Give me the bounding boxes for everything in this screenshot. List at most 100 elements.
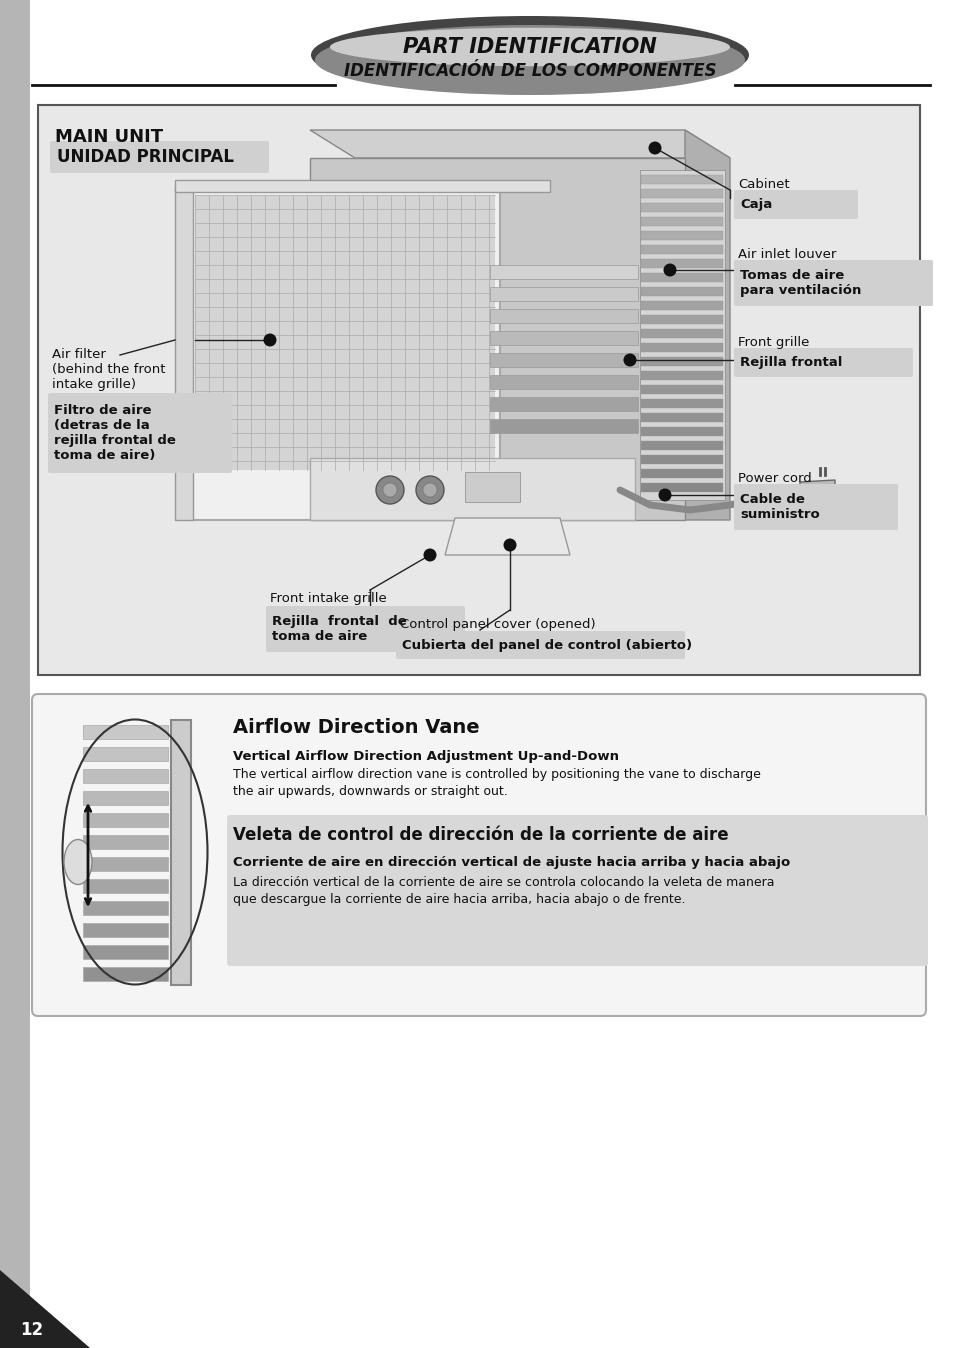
Bar xyxy=(83,791,168,805)
Text: 12: 12 xyxy=(20,1321,44,1339)
FancyBboxPatch shape xyxy=(733,190,857,218)
Text: Tomas de aire
para ventilación: Tomas de aire para ventilación xyxy=(740,270,861,297)
Bar xyxy=(640,371,722,380)
Bar xyxy=(490,266,638,279)
Ellipse shape xyxy=(64,840,91,884)
Bar xyxy=(83,768,168,783)
Bar xyxy=(171,720,191,985)
FancyBboxPatch shape xyxy=(733,348,912,377)
Bar xyxy=(174,185,193,520)
Bar xyxy=(640,217,722,226)
Bar xyxy=(640,399,722,408)
Polygon shape xyxy=(800,480,834,501)
Polygon shape xyxy=(684,129,729,520)
Bar xyxy=(640,274,722,282)
Bar xyxy=(640,469,722,479)
Text: Air filter
(behind the front
intake grille): Air filter (behind the front intake gril… xyxy=(52,348,165,391)
Text: Front grille: Front grille xyxy=(738,336,808,349)
Text: The vertical airflow direction vane is controlled by positioning the vane to dis: The vertical airflow direction vane is c… xyxy=(233,768,760,798)
Text: Air inlet louver: Air inlet louver xyxy=(738,248,836,262)
Bar xyxy=(194,195,495,470)
FancyBboxPatch shape xyxy=(48,394,232,473)
FancyBboxPatch shape xyxy=(733,484,897,530)
Bar xyxy=(640,342,722,352)
Text: Power cord: Power cord xyxy=(738,472,811,485)
Bar xyxy=(464,472,519,501)
FancyBboxPatch shape xyxy=(733,260,932,306)
Bar xyxy=(83,834,168,849)
Bar xyxy=(83,900,168,915)
Bar xyxy=(640,301,722,310)
Bar xyxy=(640,315,722,324)
Bar xyxy=(640,441,722,450)
Bar xyxy=(490,353,638,367)
Ellipse shape xyxy=(662,263,676,276)
Bar xyxy=(640,287,722,297)
Bar xyxy=(490,287,638,301)
Bar xyxy=(83,747,168,762)
Bar xyxy=(0,0,30,1348)
Bar xyxy=(38,105,919,675)
Text: Vertical Airflow Direction Adjustment Up-and-Down: Vertical Airflow Direction Adjustment Up… xyxy=(233,749,618,763)
Bar xyxy=(490,375,638,390)
Bar xyxy=(640,427,722,435)
Bar xyxy=(640,386,722,394)
Ellipse shape xyxy=(330,28,729,66)
Bar xyxy=(640,412,722,422)
FancyBboxPatch shape xyxy=(395,631,684,659)
Text: Cable de
suministro: Cable de suministro xyxy=(740,493,819,520)
Bar xyxy=(83,725,168,739)
Ellipse shape xyxy=(314,26,744,94)
Text: La dirección vertical de la corriente de aire se controla colocando la veleta de: La dirección vertical de la corriente de… xyxy=(233,876,774,906)
Ellipse shape xyxy=(416,476,443,504)
FancyBboxPatch shape xyxy=(32,694,925,1016)
Text: Caja: Caja xyxy=(740,198,771,212)
Ellipse shape xyxy=(311,16,748,94)
Polygon shape xyxy=(310,129,729,158)
FancyBboxPatch shape xyxy=(50,142,269,173)
Bar xyxy=(83,879,168,892)
Polygon shape xyxy=(0,1270,90,1348)
Text: Corriente de aire en dirección vertical de ajuste hacia arriba y hacia abajo: Corriente de aire en dirección vertical … xyxy=(233,856,789,869)
Polygon shape xyxy=(444,518,569,555)
Bar xyxy=(490,309,638,324)
Bar xyxy=(640,245,722,253)
Ellipse shape xyxy=(623,353,636,367)
Bar xyxy=(190,185,499,520)
Bar xyxy=(83,945,168,958)
Text: PART IDENTIFICATION: PART IDENTIFICATION xyxy=(402,36,657,57)
Bar xyxy=(640,456,722,464)
Text: Rejilla  frontal  de
toma de aire: Rejilla frontal de toma de aire xyxy=(272,615,406,643)
Ellipse shape xyxy=(648,142,660,155)
Bar xyxy=(640,231,722,240)
Bar xyxy=(490,419,638,433)
Text: Airflow Direction Vane: Airflow Direction Vane xyxy=(233,718,479,737)
Text: MAIN UNIT: MAIN UNIT xyxy=(55,128,163,146)
Bar xyxy=(640,259,722,268)
Text: Veleta de control de dirección de la corriente de aire: Veleta de control de dirección de la cor… xyxy=(233,826,728,844)
Text: Control panel cover (opened): Control panel cover (opened) xyxy=(399,617,595,631)
Text: Cabinet: Cabinet xyxy=(738,178,789,191)
Bar xyxy=(83,857,168,871)
Bar xyxy=(640,175,722,183)
Ellipse shape xyxy=(423,549,436,562)
Ellipse shape xyxy=(263,333,276,346)
Text: Cubierta del panel de control (abierto): Cubierta del panel de control (abierto) xyxy=(401,639,691,651)
Bar xyxy=(83,923,168,937)
Ellipse shape xyxy=(382,483,396,497)
Bar xyxy=(639,170,724,500)
FancyBboxPatch shape xyxy=(227,816,927,967)
Ellipse shape xyxy=(658,488,671,501)
Bar xyxy=(640,483,722,492)
Text: Front intake grille: Front intake grille xyxy=(270,592,386,605)
Ellipse shape xyxy=(375,476,403,504)
Text: UNIDAD PRINCIPAL: UNIDAD PRINCIPAL xyxy=(57,148,233,166)
Bar xyxy=(640,357,722,367)
Bar xyxy=(83,813,168,828)
Bar xyxy=(490,398,638,411)
Bar xyxy=(640,329,722,338)
Text: Rejilla frontal: Rejilla frontal xyxy=(740,356,841,369)
Bar xyxy=(640,204,722,212)
Ellipse shape xyxy=(503,538,516,551)
Bar xyxy=(310,158,684,520)
